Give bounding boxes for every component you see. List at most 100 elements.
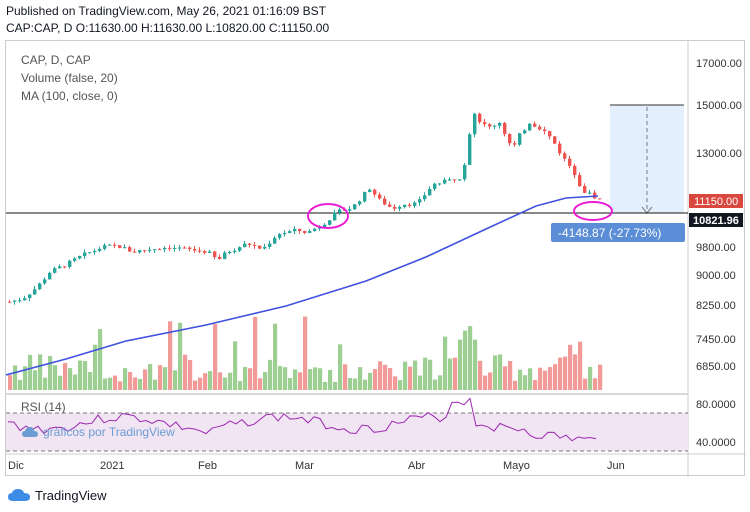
candle-body bbox=[563, 153, 567, 159]
legend-volume[interactable]: Volume (false, 20) bbox=[21, 71, 118, 85]
volume-bar bbox=[158, 365, 163, 390]
candle-body bbox=[193, 248, 197, 251]
volume-bar bbox=[323, 381, 328, 390]
legend-ma[interactable]: MA (100, close, 0) bbox=[21, 89, 118, 103]
candle-body bbox=[438, 183, 442, 185]
tradingview-cloud-icon bbox=[8, 489, 30, 501]
chart-frame[interactable]: 17000.00 15000.00 13000.00 9800.00 9000.… bbox=[5, 40, 746, 477]
volume-bar bbox=[433, 379, 438, 390]
rsi-tick: 80.0000 bbox=[696, 399, 736, 411]
candle-body bbox=[338, 209, 342, 213]
volume-bar bbox=[183, 354, 188, 390]
volume-bar bbox=[353, 378, 358, 390]
volume-bar bbox=[333, 381, 338, 390]
candle-body bbox=[88, 252, 92, 254]
volume-bar bbox=[208, 371, 213, 390]
volume-bar bbox=[488, 372, 493, 390]
volume-bar bbox=[528, 368, 533, 390]
volume-bar bbox=[513, 380, 518, 390]
measure-label: -4148.87 (-27.73%) bbox=[558, 226, 661, 240]
volume-bar bbox=[298, 372, 303, 390]
volume-bar bbox=[153, 379, 158, 390]
measure-label-box bbox=[551, 223, 685, 242]
volume-bar bbox=[108, 377, 113, 390]
volume-bar bbox=[368, 372, 373, 390]
annotation-circle-march[interactable] bbox=[307, 203, 349, 229]
price-tick: 8250.00 bbox=[696, 300, 736, 312]
volume-bar bbox=[143, 369, 148, 390]
volume-bar bbox=[68, 368, 73, 390]
candle-body bbox=[278, 234, 282, 238]
volume-bar bbox=[473, 339, 478, 390]
candle-body bbox=[588, 192, 592, 194]
candle-body bbox=[303, 230, 307, 233]
volume-bar bbox=[443, 336, 448, 390]
candle-body bbox=[268, 243, 272, 247]
candle-body bbox=[323, 224, 327, 228]
candle-body bbox=[523, 130, 527, 134]
candle-body bbox=[568, 158, 572, 166]
price-tick: 15000.00 bbox=[696, 100, 742, 112]
volume-bar bbox=[458, 339, 463, 390]
candle-body bbox=[488, 124, 492, 127]
candle-body bbox=[73, 258, 77, 261]
legend-symbol[interactable]: CAP, D, CAP bbox=[21, 53, 91, 67]
candle-body bbox=[548, 131, 552, 137]
volume-bar bbox=[63, 362, 68, 390]
volume-bar bbox=[58, 375, 63, 390]
legend-rsi[interactable]: RSI (14) bbox=[21, 400, 66, 414]
volume-bar bbox=[548, 367, 553, 390]
candle-body bbox=[383, 198, 387, 205]
chart-canvas[interactable]: 17000.00 15000.00 13000.00 9800.00 9000.… bbox=[6, 41, 746, 477]
candle-body bbox=[498, 122, 502, 126]
volume-bar bbox=[43, 377, 48, 390]
footer-brand[interactable]: TradingView bbox=[8, 484, 107, 506]
volume-bar bbox=[148, 364, 153, 390]
candle-body bbox=[413, 202, 417, 206]
volume-bar bbox=[578, 341, 583, 390]
candle-body bbox=[373, 189, 377, 195]
volume-bar bbox=[363, 379, 368, 390]
candle-body bbox=[293, 228, 297, 232]
candle-body bbox=[158, 249, 162, 251]
current-level-badge bbox=[689, 213, 743, 227]
volume-bar bbox=[228, 372, 233, 390]
volume-bar bbox=[328, 369, 333, 390]
volume-bar bbox=[448, 358, 453, 390]
candle-body bbox=[228, 252, 232, 254]
candle-body bbox=[418, 199, 422, 203]
volume-bar bbox=[493, 355, 498, 390]
volume-bar bbox=[163, 367, 168, 390]
volume-bar bbox=[483, 375, 488, 390]
time-label: Feb bbox=[198, 460, 217, 472]
candle-body bbox=[513, 143, 517, 145]
current-level-label: 10821.96 bbox=[693, 215, 739, 227]
volume-bar bbox=[28, 354, 33, 390]
candle-body bbox=[298, 228, 302, 231]
candle-body bbox=[508, 134, 512, 144]
annotation-circle-may[interactable] bbox=[573, 201, 613, 221]
price-candles bbox=[8, 112, 602, 305]
volume-bar bbox=[373, 369, 378, 390]
candle-body bbox=[98, 248, 102, 251]
volume-bar bbox=[173, 370, 178, 390]
candle-body bbox=[23, 298, 27, 301]
candle-body bbox=[233, 250, 237, 253]
volume-bar bbox=[168, 321, 173, 390]
candle-body bbox=[178, 247, 182, 249]
volume-bar bbox=[8, 375, 13, 390]
candle-body bbox=[283, 233, 287, 235]
volume-bar bbox=[113, 375, 118, 390]
volume-bar bbox=[268, 359, 273, 390]
volume-bar bbox=[218, 372, 223, 390]
volume-bar bbox=[573, 354, 578, 390]
candle-body bbox=[273, 237, 277, 244]
volume-bar bbox=[33, 370, 38, 390]
volume-bar bbox=[128, 372, 133, 390]
candle-body bbox=[443, 179, 447, 184]
volume-bar bbox=[338, 344, 343, 390]
candle-body bbox=[428, 188, 432, 196]
candle-body bbox=[203, 250, 207, 253]
candle-body bbox=[528, 123, 532, 131]
time-label: 2021 bbox=[100, 460, 124, 472]
